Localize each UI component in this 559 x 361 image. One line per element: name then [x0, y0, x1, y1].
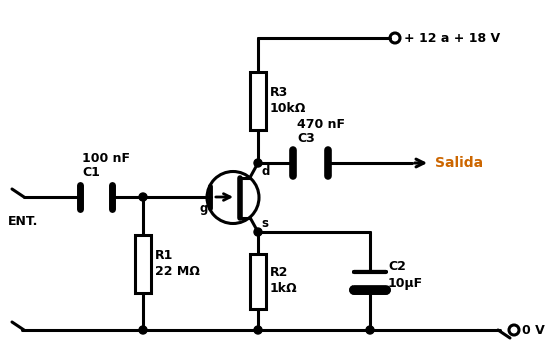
Text: R3: R3	[270, 86, 288, 99]
Text: 22 MΩ: 22 MΩ	[155, 265, 200, 278]
Text: C3: C3	[297, 132, 315, 145]
Text: 10kΩ: 10kΩ	[270, 102, 306, 115]
Text: 10μF: 10μF	[388, 277, 423, 290]
Text: R1: R1	[155, 249, 173, 262]
Text: g: g	[200, 202, 208, 215]
Text: 470 nF: 470 nF	[297, 118, 345, 131]
Text: C2: C2	[388, 261, 406, 274]
Text: + 12 a + 18 V: + 12 a + 18 V	[404, 31, 500, 44]
Circle shape	[139, 326, 147, 334]
Circle shape	[254, 326, 262, 334]
Circle shape	[139, 193, 147, 201]
FancyBboxPatch shape	[250, 253, 266, 309]
Text: C1: C1	[82, 166, 100, 179]
FancyBboxPatch shape	[135, 235, 151, 292]
Text: 100 nF: 100 nF	[82, 152, 130, 165]
Text: R2: R2	[270, 266, 288, 279]
Text: Salida: Salida	[435, 156, 483, 170]
Text: 0 V: 0 V	[522, 323, 545, 336]
FancyBboxPatch shape	[250, 71, 266, 130]
Circle shape	[366, 326, 374, 334]
Circle shape	[254, 159, 262, 167]
Text: 1kΩ: 1kΩ	[270, 283, 297, 296]
Text: ENT.: ENT.	[8, 215, 39, 228]
Text: d: d	[261, 165, 269, 178]
Text: s: s	[261, 217, 268, 230]
Circle shape	[254, 228, 262, 236]
